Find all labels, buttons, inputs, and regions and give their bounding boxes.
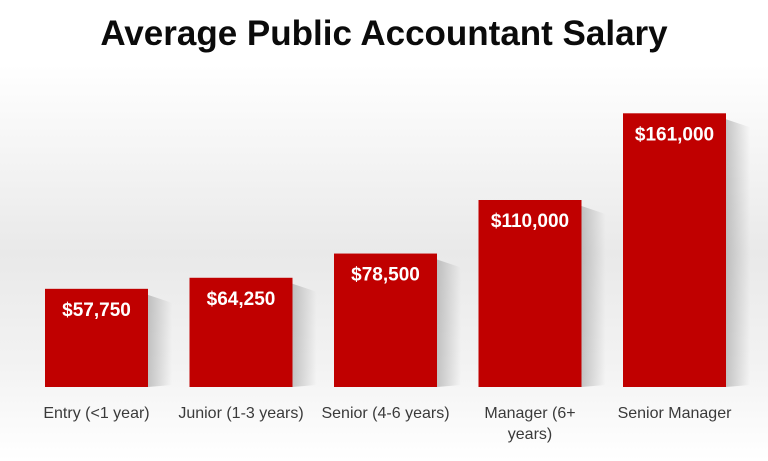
chart-title: Average Public Accountant Salary xyxy=(100,14,668,53)
x-tick-label: Senior Manager xyxy=(618,405,733,422)
data-label: $161,000 xyxy=(635,124,714,145)
bar xyxy=(45,288,148,387)
x-tick-label: Entry (<1 year) xyxy=(43,405,149,422)
data-label: $57,750 xyxy=(62,300,131,321)
bar xyxy=(478,200,582,387)
bar-shadow xyxy=(148,294,172,387)
bar-shadow xyxy=(292,283,317,387)
x-tick-label: Senior (4-6 years) xyxy=(321,405,449,422)
bar-shadow xyxy=(581,206,606,387)
bar xyxy=(189,277,293,387)
x-tick-label: Junior (1-3 years) xyxy=(178,405,303,422)
bar xyxy=(334,253,437,387)
data-label: $64,250 xyxy=(207,289,276,310)
bar-shadow xyxy=(437,259,461,387)
x-tick-label: Manager (6+ years) xyxy=(484,405,575,443)
data-label: $110,000 xyxy=(491,211,569,232)
data-label: $78,500 xyxy=(351,265,420,286)
bar xyxy=(623,113,726,388)
bar-shadow xyxy=(726,119,750,388)
